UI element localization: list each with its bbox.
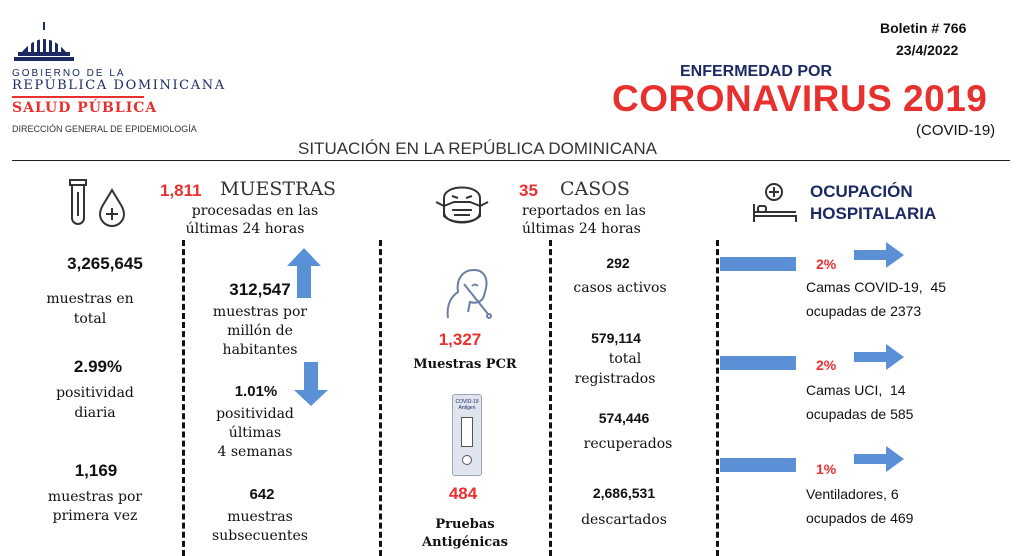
registered-label1: total bbox=[608, 351, 642, 367]
casos-daily-value: 35 bbox=[519, 181, 538, 200]
pcr-value: 1,327 bbox=[438, 330, 482, 349]
positivity-4w-label1: positividad bbox=[216, 406, 294, 422]
logo: GOBIERNO DE LA REPÚBLICA DOMINICANA SALU… bbox=[10, 22, 280, 142]
gov-line1: GOBIERNO DE LA bbox=[12, 68, 126, 79]
first-time-value: 1,169 bbox=[74, 461, 118, 480]
occupancy-percent: 1% bbox=[816, 461, 837, 477]
antigen-label1: Pruebas bbox=[435, 517, 495, 532]
face-mask-icon bbox=[435, 186, 489, 224]
divider-1 bbox=[182, 240, 185, 556]
casos-heading: CASOS bbox=[560, 178, 630, 200]
muestras-heading: MUESTRAS bbox=[220, 178, 337, 200]
occupancy-percent: 2% bbox=[816, 357, 837, 373]
first-time-label2: primera vez bbox=[52, 508, 138, 524]
palace-dome-icon bbox=[14, 22, 74, 61]
occupancy-percent: 2% bbox=[816, 256, 837, 272]
pcr-label: Muestras PCR bbox=[413, 357, 517, 372]
arrow-down-icon bbox=[294, 362, 328, 406]
muestras-daily-value: 1,811 bbox=[160, 181, 202, 200]
registered-label2: registrados bbox=[574, 371, 656, 387]
discarded-label: descartados bbox=[581, 512, 667, 528]
nasal-swab-icon bbox=[446, 268, 492, 319]
kit-window bbox=[461, 417, 473, 447]
per-million-label2: millón de bbox=[227, 323, 293, 339]
positivity-4w-label2: últimas bbox=[228, 425, 282, 441]
subsequent-label1: muestras bbox=[227, 509, 293, 525]
per-million-label1: muestras por bbox=[212, 304, 308, 320]
arrow-up-icon bbox=[287, 248, 321, 298]
arrow-right-icon bbox=[854, 344, 904, 370]
first-time-label1: muestras por bbox=[47, 489, 143, 505]
occupancy-line1: Ventiladores, 6 bbox=[806, 486, 899, 502]
recovered-value: 574,446 bbox=[598, 410, 650, 426]
muestras-sub1: procesadas en las bbox=[191, 203, 319, 219]
kit-sample-well bbox=[462, 455, 472, 465]
occupancy-bar bbox=[720, 356, 796, 370]
positivity-4w-value: 1.01% bbox=[234, 383, 278, 400]
registered-value: 579,114 bbox=[591, 330, 641, 346]
occupancy-bar bbox=[720, 458, 796, 472]
active-cases-value: 292 bbox=[606, 255, 630, 271]
ocupacion-heading1: OCUPACIÓN bbox=[810, 182, 913, 201]
divider-3 bbox=[549, 240, 552, 556]
bulletin-date: 23/4/2022 bbox=[896, 42, 959, 58]
gov-line2: REPÚBLICA DOMINICANA bbox=[12, 78, 226, 93]
ministry-name: SALUD PÚBLICA bbox=[12, 100, 158, 116]
antigen-label2: Antigénicas bbox=[422, 535, 508, 550]
occupancy-line2: ocupados de 469 bbox=[806, 510, 914, 526]
positivity-4w-label3: 4 semanas bbox=[217, 444, 293, 460]
daily-positivity-label2: diaria bbox=[74, 405, 116, 421]
casos-sub2: últimas 24 horas bbox=[522, 221, 641, 237]
header-rule bbox=[12, 160, 1010, 161]
direction-name: DIRECCIÓN GENERAL DE EPIDEMIOLOGÍA bbox=[12, 124, 197, 134]
daily-positivity-value: 2.99% bbox=[73, 357, 123, 376]
discarded-value: 2,686,531 bbox=[592, 485, 656, 501]
divider-2 bbox=[379, 240, 382, 556]
arrow-right-icon bbox=[854, 446, 904, 472]
bulletin-number: Boletin # 766 bbox=[880, 20, 967, 36]
subsequent-value: 642 bbox=[249, 486, 275, 503]
arrow-right-icon bbox=[854, 242, 904, 268]
daily-positivity-label1: positividad bbox=[56, 385, 134, 401]
occupancy-line1: Camas UCI, 14 bbox=[806, 382, 906, 398]
kit-label: COVID-19 Antigen bbox=[455, 399, 479, 411]
main-title: CORONAVIRUS 2019 bbox=[612, 78, 988, 119]
test-tube-drop-icon bbox=[69, 179, 126, 227]
total-samples-value: 3,265,645 bbox=[67, 254, 143, 273]
ocupacion-heading2: HOSPITALARIA bbox=[810, 204, 937, 223]
occupancy-line2: ocupadas de 585 bbox=[806, 406, 914, 422]
antigen-test-kit: COVID-19 Antigen bbox=[452, 394, 482, 476]
casos-sub1: reportados en las bbox=[522, 203, 646, 219]
per-million-value: 312,547 bbox=[229, 280, 291, 299]
total-samples-label2: total bbox=[73, 311, 107, 327]
situation-heading: SITUACIÓN EN LA REPÚBLICA DOMINICANA bbox=[298, 139, 657, 158]
muestras-sub2: últimas 24 horas bbox=[185, 221, 305, 237]
total-samples-label1: muestras en bbox=[46, 291, 134, 307]
pre-title: ENFERMEDAD POR bbox=[680, 63, 833, 80]
recovered-label: recuperados bbox=[583, 436, 673, 452]
logo-divider bbox=[12, 96, 144, 98]
occupancy-bar bbox=[720, 257, 796, 271]
occupancy-line2: ocupadas de 2373 bbox=[806, 303, 922, 319]
active-cases-label: casos activos bbox=[573, 280, 667, 296]
per-million-label3: habitantes bbox=[222, 342, 298, 358]
hospital-bed-icon bbox=[753, 183, 797, 222]
occupancy-line1: Camas COVID-19, 45 bbox=[806, 279, 947, 295]
subsequent-label2: subsecuentes bbox=[212, 528, 308, 544]
antigen-value: 484 bbox=[448, 484, 478, 503]
divider-4 bbox=[716, 240, 719, 556]
covid-subtitle: (COVID-19) bbox=[916, 122, 996, 139]
